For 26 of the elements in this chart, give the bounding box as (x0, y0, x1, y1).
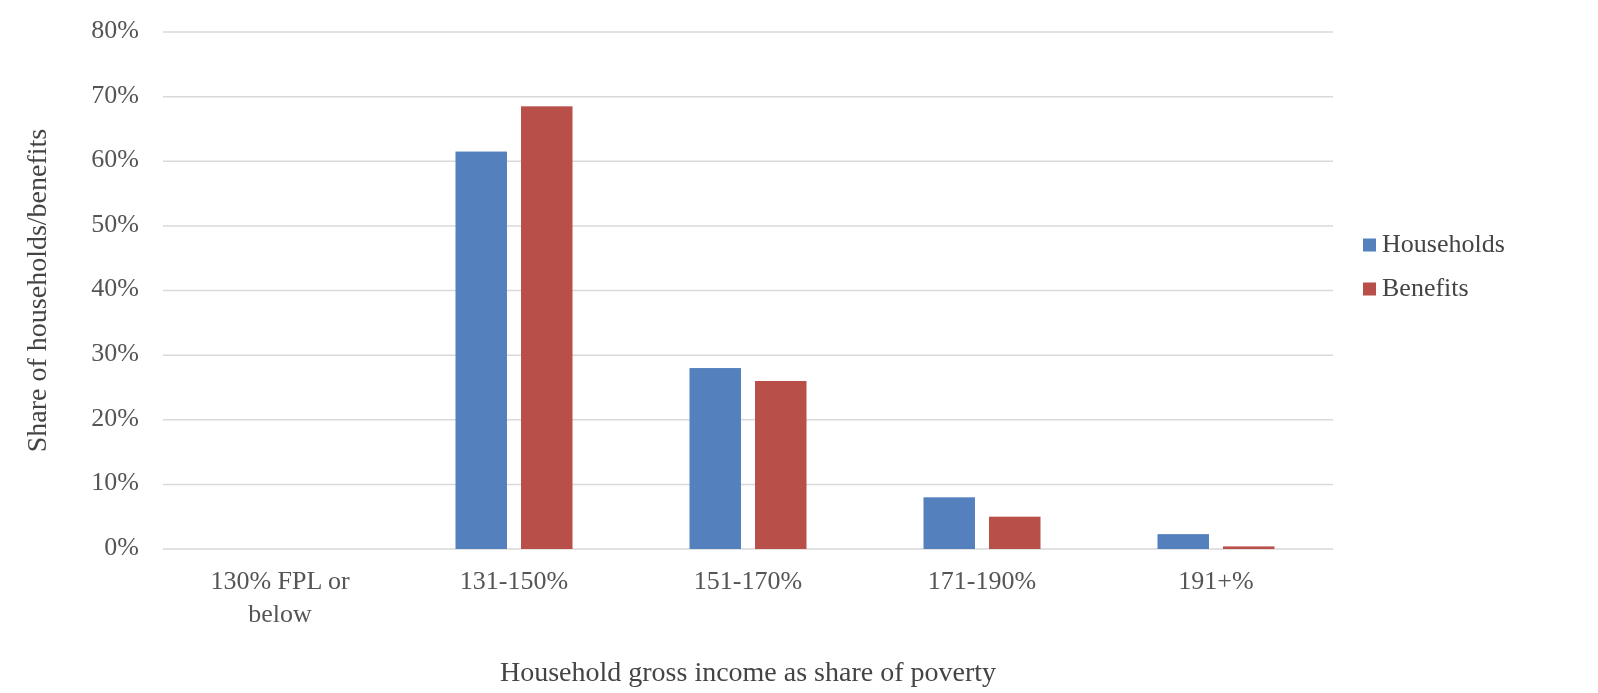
y-tick-label: 40% (91, 273, 139, 303)
x-tick-label: 191+% (1178, 566, 1254, 595)
x-axis-title: Household gross income as share of poverty (499, 656, 997, 687)
y-tick-label: 80% (91, 14, 139, 44)
y-tick-label: 0% (104, 531, 139, 561)
legend-label: Households (1382, 229, 1505, 259)
x-tick-label: 151-170% (693, 566, 803, 595)
y-tick-label: 50% (91, 208, 139, 238)
x-tick-label: 130% FPL or below (210, 566, 350, 628)
bar (1223, 546, 1275, 549)
bar (923, 497, 975, 549)
y-axis-title: Share of households/benefits (21, 128, 52, 453)
x-tick-label: 131-150% (459, 566, 569, 595)
y-tick-label: 20% (91, 402, 139, 432)
y-tick-label: 60% (91, 144, 139, 174)
x-tick-label: 171-190% (927, 566, 1037, 595)
legend-label: Benefits (1382, 273, 1469, 303)
bar (755, 380, 807, 549)
y-tick-label: 30% (91, 338, 139, 368)
bar (521, 106, 573, 549)
bar (455, 151, 507, 549)
bar (689, 368, 741, 549)
y-tick-label: 10% (91, 467, 139, 497)
bar (989, 516, 1041, 549)
bar (1157, 534, 1209, 549)
y-tick-label: 70% (91, 79, 139, 109)
